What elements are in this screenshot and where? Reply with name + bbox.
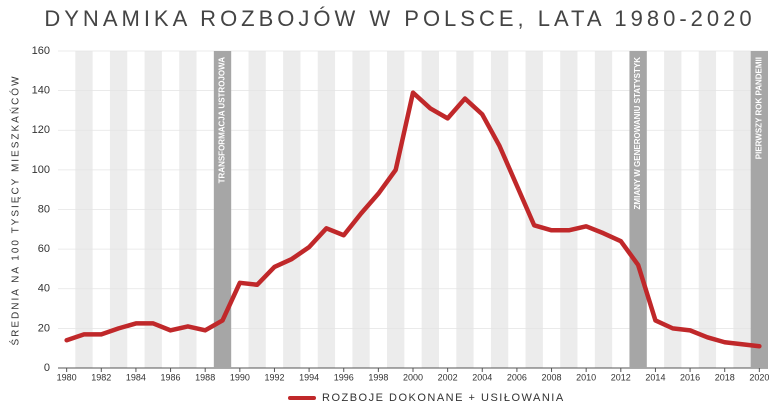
x-tick-label: 2002 [438,372,458,382]
x-tick-label: 1984 [126,372,146,382]
x-tick-label: 2004 [472,372,492,382]
annotation-label: TRANSFORMACJA USTROJOWA [218,57,227,184]
y-tick-label: 80 [38,203,50,215]
x-tick-label: 1992 [264,372,284,382]
x-tick-label: 1998 [368,372,388,382]
y-tick-label: 40 [38,283,50,295]
x-tick-label: 1982 [91,372,111,382]
legend-label: ROZBOJE DOKONANE + USIŁOWANIA [322,392,565,404]
annotation-label: PIERWSZY ROK PANDEMII [754,57,763,159]
y-tick-label: 120 [32,124,50,136]
y-tick-label: 140 [32,85,50,97]
annotation-bar [629,51,647,368]
y-tick-label: 60 [38,243,50,255]
annotation-label: ZMIANY W GENEROWANIU STATYSTYK [633,57,642,210]
x-tick-label: 2010 [576,372,596,382]
x-tick-label: 2014 [645,372,665,382]
x-tick-label: 2016 [680,372,700,382]
annotation-bar [213,51,232,368]
chart-title: DYNAMIKA ROZBOJÓW W POLSCE, LATA 1980-20… [44,6,755,31]
data-line [64,90,762,349]
x-tick-label: 1980 [57,372,77,382]
x-tick-label: 1988 [195,372,215,382]
x-tick-label: 2008 [542,372,562,382]
y-tick-label: 160 [32,45,50,57]
x-tick-label: 1994 [299,372,319,382]
x-tick-label: 1996 [334,372,354,382]
x-tick-label: 2020 [749,372,769,382]
y-axis-label: ŚREDNIA NA 100 TYSIĘCY MIESZKAŃCÓW [9,74,22,345]
x-tick-label: 1986 [161,372,181,382]
y-tick-label: 100 [32,164,50,176]
x-tick-label: 2006 [507,372,527,382]
x-tick-label: 2018 [715,372,735,382]
x-tick-label: 2000 [403,372,423,382]
x-tick-label: 2012 [611,372,631,382]
y-tick-label: 0 [44,362,50,374]
y-tick-label: 20 [38,322,50,334]
annotation-bar [750,51,768,368]
x-tick-label: 1990 [230,372,250,382]
